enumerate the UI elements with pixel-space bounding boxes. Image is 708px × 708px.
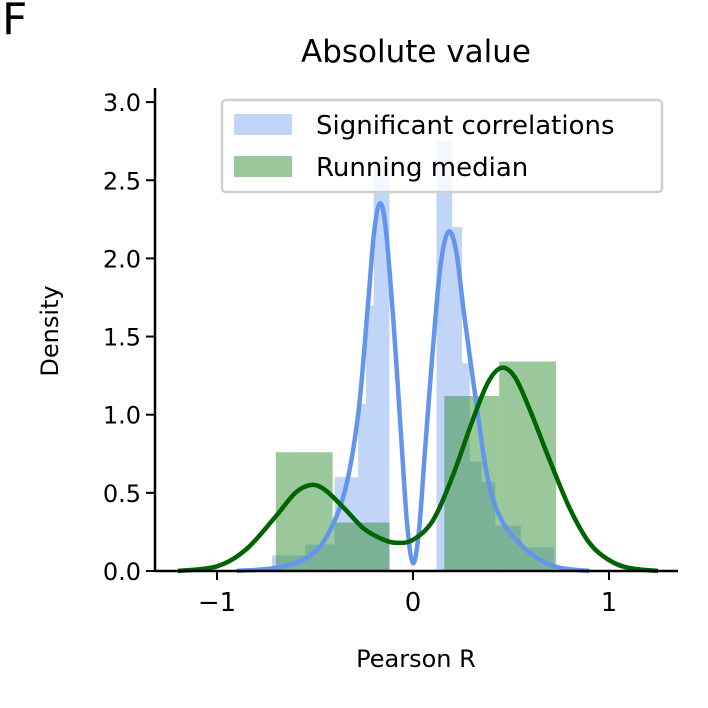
- bar-series0-bin8: [452, 227, 462, 571]
- panel-label: F: [2, 0, 28, 45]
- histogram-bars: [271, 141, 557, 572]
- legend-box: [220, 98, 664, 194]
- y-tick-label-6: 3.0: [103, 89, 141, 117]
- bar-series0-bin4: [358, 403, 366, 571]
- bar-series0-bin5: [365, 305, 374, 571]
- x-tick-label-0: −1: [198, 588, 236, 618]
- legend: Significant correlations Running median: [220, 98, 664, 194]
- bar-series1-bin1: [332, 522, 390, 571]
- y-tick-label-3: 1.5: [103, 324, 141, 352]
- legend-label-1: Running median: [316, 153, 528, 183]
- axes: −1 0 1 0.0 0.5 1.0 1.5 2.0 2.5 3.0: [103, 88, 678, 618]
- y-tick-label-5: 2.5: [103, 167, 141, 195]
- kde-lines: [177, 201, 659, 574]
- y-tick-label-4: 2.0: [103, 245, 141, 273]
- bar-series0-bin11: [481, 481, 496, 571]
- x-tick-label-1: 0: [405, 588, 422, 618]
- bar-series1-bin3: [499, 361, 557, 571]
- bar-series0-bin7: [436, 141, 453, 572]
- legend-label-0: Significant correlations: [316, 111, 615, 141]
- bar-series0-bin9: [462, 363, 470, 571]
- y-tick-label-2: 1.0: [103, 402, 141, 430]
- legend-swatch-0: [234, 114, 292, 135]
- kde-line-1: [177, 365, 659, 574]
- chart-title: Absolute value: [301, 34, 531, 70]
- bar-series0-bin6: [373, 161, 390, 571]
- y-axis-label: Density: [36, 285, 64, 376]
- x-tick-label-2: 1: [601, 588, 618, 618]
- kde-line-0: [236, 201, 590, 574]
- bar-series0-bin10: [469, 461, 482, 571]
- bar-series1-bin0: [275, 452, 333, 571]
- y-tick-label-1: 0.5: [103, 480, 141, 508]
- legend-swatch-1: [234, 156, 292, 177]
- x-axis-label: Pearson R: [356, 645, 476, 673]
- y-tick-label-0: 0.0: [103, 558, 141, 586]
